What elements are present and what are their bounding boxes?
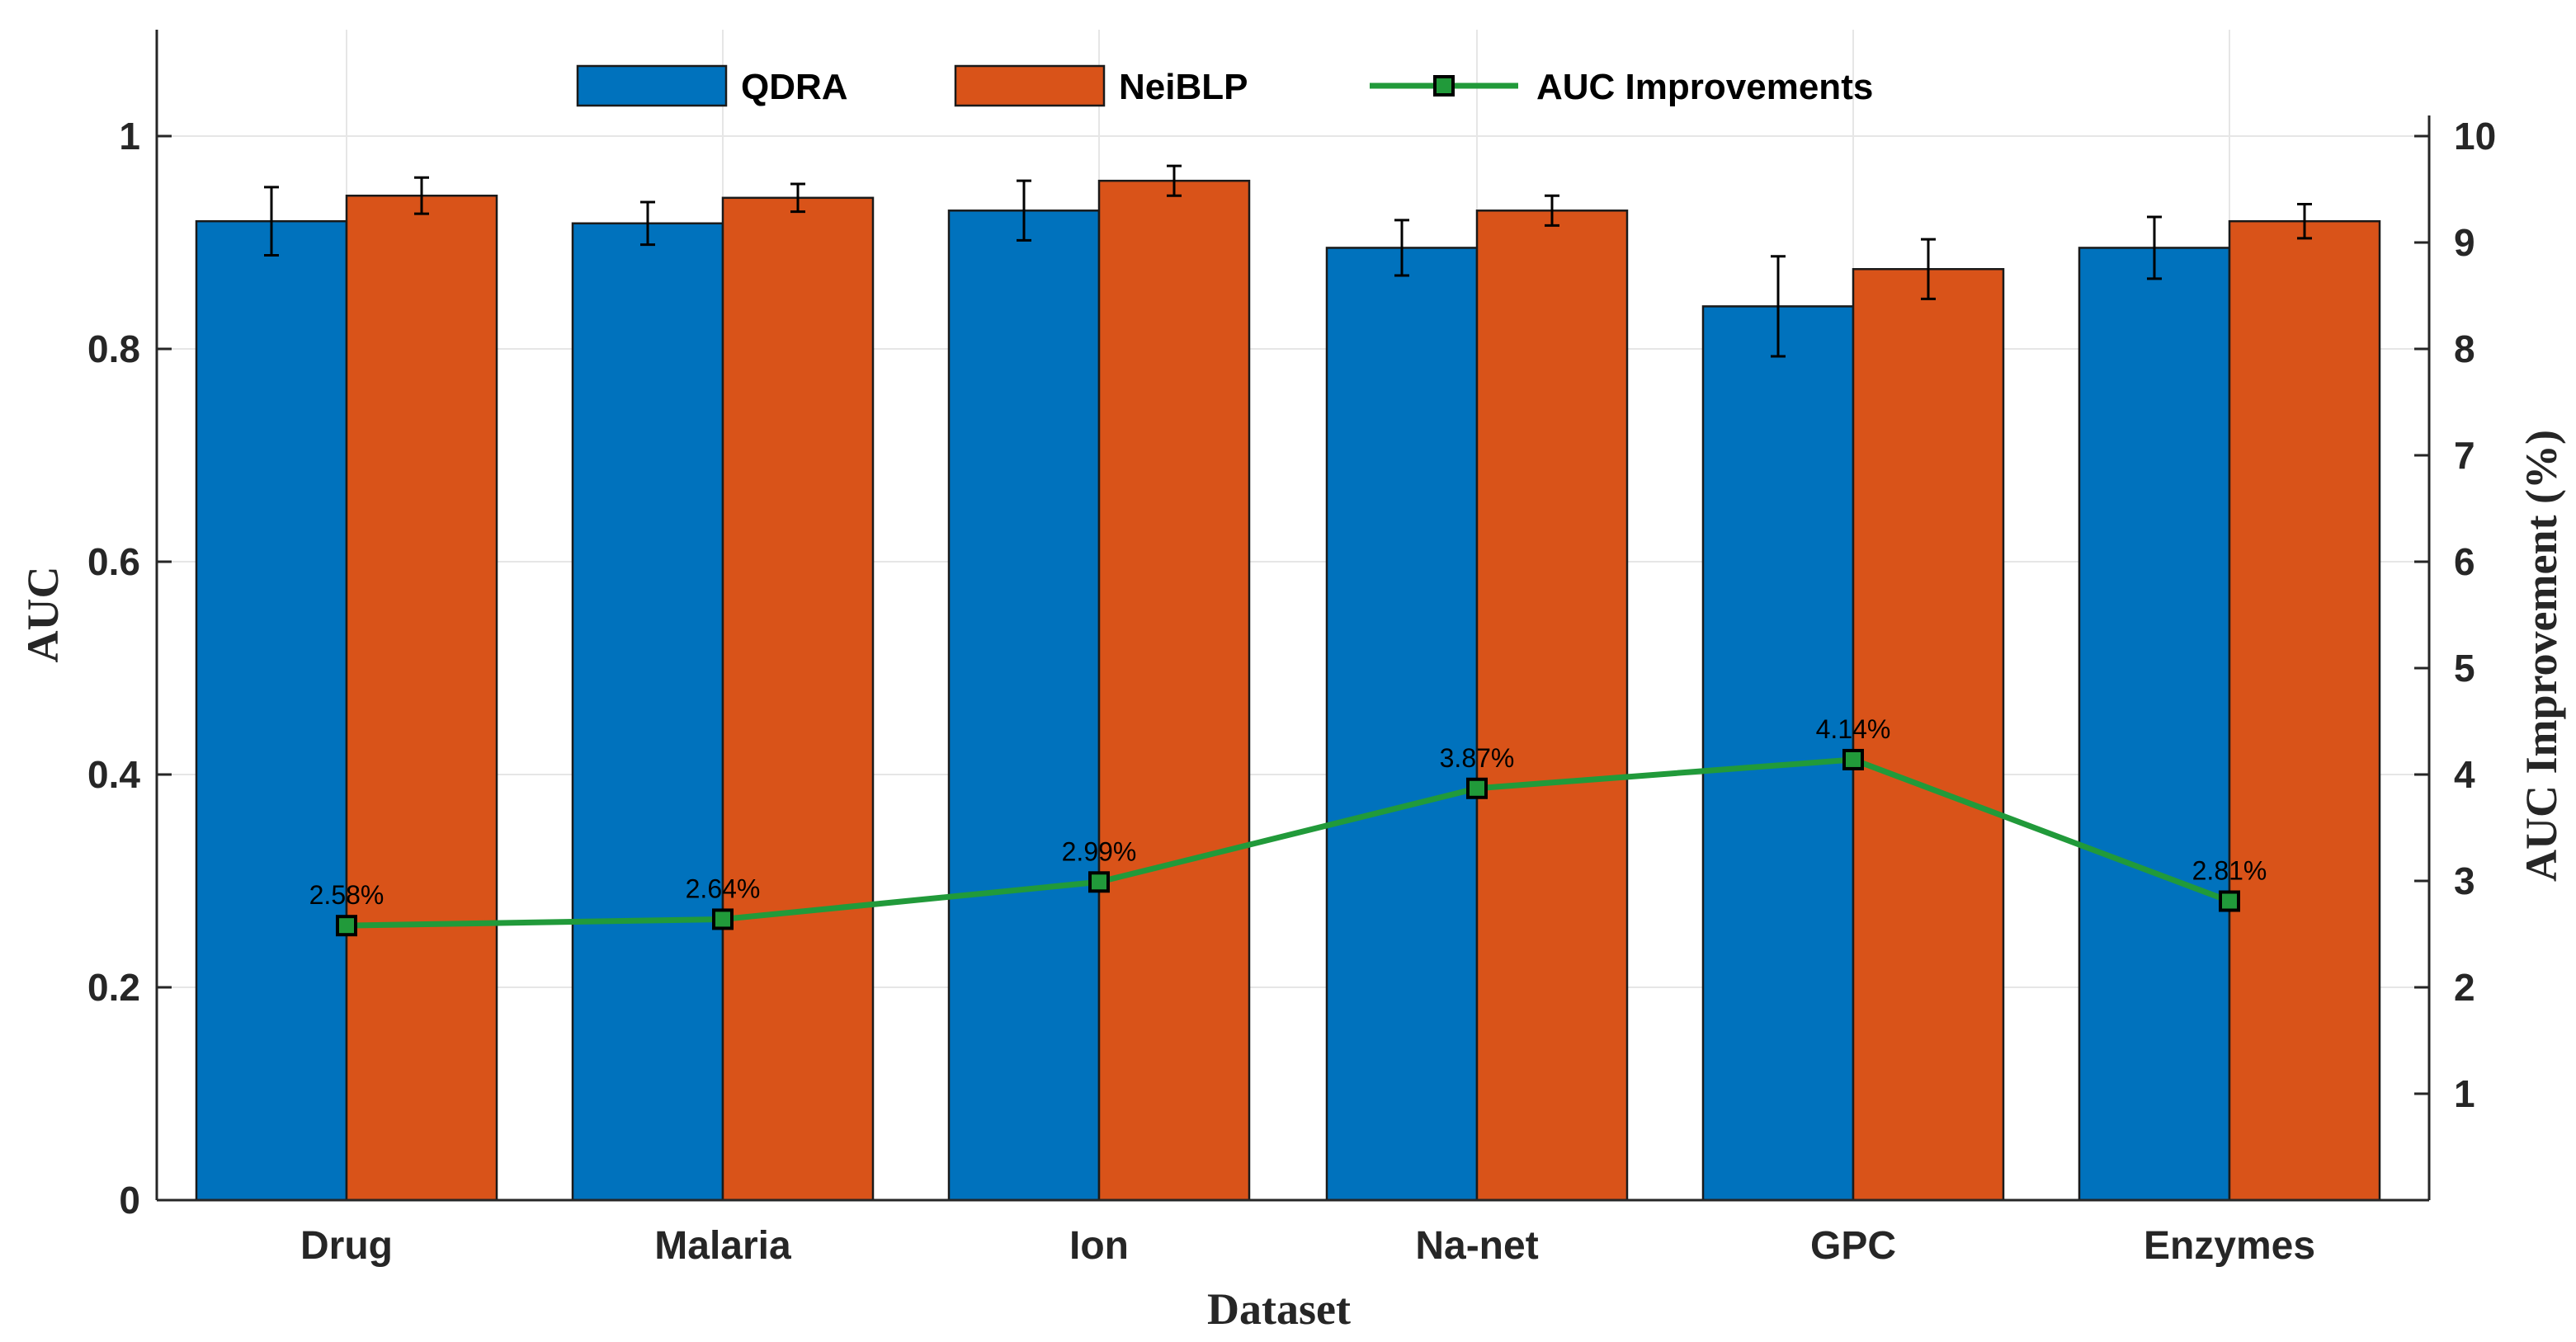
x-tick-label-enzymes: Enzymes — [2144, 1224, 2315, 1268]
errorbar-qdra-gpc — [1771, 255, 1786, 358]
errorbar-qdra-malaria — [640, 200, 655, 247]
y-tick-label: 0.6 — [87, 540, 140, 583]
x-tick-label-malaria: Malaria — [654, 1224, 791, 1268]
axes-layer: 0 0.2 0.4 0.6 0.8 1 1 2 3 4 5 6 7 8 9 10 Drug Malaria Ion N… — [87, 30, 2496, 1268]
bar-qdra-na-net — [1325, 247, 1479, 1202]
auc-improvement-label-enzymes: 2.81% — [2192, 856, 2267, 886]
auc-improvement-line — [346, 756, 2231, 929]
auc-improvement-marker-ion — [1088, 871, 1110, 893]
y-axis-title: AUC — [18, 567, 68, 663]
y2-tick-label: 6 — [2454, 540, 2475, 583]
x-tick-label-ion: Ion — [1069, 1224, 1129, 1268]
legend-marker-auc-improvements — [1433, 75, 1455, 97]
bar-neiblp-malaria — [721, 196, 875, 1202]
errorbar-qdra-ion — [1017, 179, 1031, 242]
bars-layer — [195, 179, 2381, 1202]
errorbar-neiblp-ion — [1167, 164, 1182, 197]
y2-tick-label: 5 — [2454, 647, 2475, 690]
errorbar-neiblp-malaria — [790, 182, 805, 214]
y-tick-label: 0.4 — [87, 753, 140, 796]
legend-label-neiblp: NeiBLP — [1119, 67, 1248, 107]
bar-qdra-enzymes — [2078, 247, 2231, 1202]
bar-qdra-gpc — [1701, 305, 1855, 1202]
legend-swatch-qdra — [576, 64, 728, 107]
y2-tick-label: 2 — [2454, 966, 2475, 1009]
y2-tick-label: 7 — [2454, 434, 2475, 477]
y2-tick-label: 1 — [2454, 1072, 2475, 1115]
errorbar-qdra-enzymes — [2147, 215, 2162, 280]
auc-improvement-label-na-net: 3.87% — [1440, 743, 1515, 773]
x-tick-label-gpc: GPC — [1810, 1224, 1896, 1268]
auc-improvement-marker-na-net — [1466, 777, 1488, 799]
y-tick-label: 0.2 — [87, 966, 140, 1009]
legend-label-qdra: QDRA — [741, 67, 848, 107]
bar-neiblp-drug — [345, 194, 498, 1202]
y-tick-label: 0.8 — [87, 327, 140, 370]
bar-neiblp-gpc — [1852, 268, 2005, 1202]
bar-neiblp-enzymes — [2228, 219, 2381, 1202]
errorbar-neiblp-drug — [414, 176, 429, 215]
y2-tick-label: 8 — [2454, 327, 2475, 370]
y2-tick-label: 4 — [2454, 753, 2475, 796]
bar-qdra-malaria — [571, 222, 724, 1202]
legend: QDRA NeiBLP AUC Improvements — [576, 64, 1873, 107]
bar-neiblp-ion — [1097, 179, 1251, 1202]
auc-improvement-label-malaria: 2.64% — [686, 873, 761, 903]
y-tick-label: 0 — [119, 1179, 140, 1222]
y2-tick-label: 9 — [2454, 221, 2475, 264]
auc-improvement-marker-gpc — [1842, 748, 1864, 770]
errorbar-qdra-drug — [264, 186, 279, 257]
auc-improvement-label-drug: 2.58% — [309, 880, 385, 910]
auc-improvement-marker-malaria — [712, 908, 734, 930]
y2-tick-label: 10 — [2454, 115, 2496, 158]
x-tick-label-drug: Drug — [300, 1224, 393, 1268]
errorbars-layer — [264, 164, 2312, 358]
auc-improvement-marker-drug — [336, 915, 357, 937]
y2-axis-title: AUC Improvement (%) — [2517, 430, 2566, 882]
legend-label-auc-improvements: AUC Improvements — [1536, 67, 1873, 107]
auc-improvement-label-ion: 2.99% — [1062, 836, 1137, 866]
x-axis-title: Dataset — [1207, 1284, 1351, 1334]
improvement-line-layer: 2.58% 2.64% 2.99% 3.87% 4.14% 2.81% — [309, 714, 2267, 937]
y2-tick-label: 3 — [2454, 859, 2475, 902]
errorbar-qdra-na-net — [1394, 219, 1409, 277]
bar-qdra-drug — [195, 219, 348, 1202]
x-tick-label-na-net: Na-net — [1415, 1224, 1538, 1268]
y-tick-label: 1 — [119, 115, 140, 158]
bar-neiblp-na-net — [1475, 210, 1629, 1202]
legend-swatch-neiblp — [954, 64, 1106, 107]
errorbar-neiblp-enzymes — [2297, 203, 2312, 240]
errorbar-neiblp-na-net — [1545, 194, 1559, 227]
bar-qdra-ion — [947, 210, 1101, 1202]
auc-improvement-marker-enzymes — [2219, 890, 2240, 912]
auc-improvement-label-gpc: 4.14% — [1816, 714, 1891, 744]
errorbar-neiblp-gpc — [1921, 238, 1936, 300]
